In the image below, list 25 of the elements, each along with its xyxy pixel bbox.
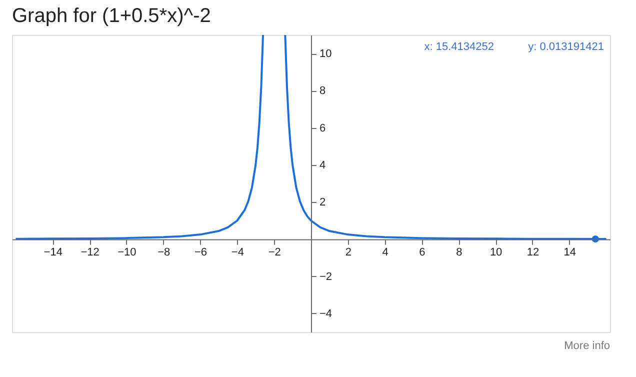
x-tick-label: −14 <box>44 246 62 259</box>
y-tick-label: 2 <box>320 196 326 209</box>
x-tick-label: 4 <box>382 246 388 259</box>
y-tick-label: 8 <box>320 85 326 98</box>
x-tick-label: 8 <box>456 246 462 259</box>
x-tick-label: −12 <box>80 246 100 259</box>
y-tick-label: 10 <box>320 48 332 60</box>
x-tick-label: −4 <box>231 246 244 259</box>
annotation: y: 0.013191421 <box>528 41 604 53</box>
chart-title: Graph for (1+0.5*x)^-2 <box>12 5 211 27</box>
x-tick-label: 14 <box>564 246 576 259</box>
x-tick-label: −2 <box>268 246 281 259</box>
x-tick-label: −8 <box>158 246 170 259</box>
x-tick-label: 2 <box>345 246 352 259</box>
text: More info <box>564 340 610 352</box>
y-tick-label: −4 <box>320 308 332 320</box>
x-tick-label: 6 <box>419 246 426 259</box>
x-tick-label: 10 <box>490 246 502 259</box>
x-tick-label: −6 <box>194 246 208 259</box>
annotation: x: 15.4134252 <box>424 41 494 53</box>
x-tick-label: 12 <box>526 246 540 259</box>
y-tick-label: 4 <box>320 159 326 172</box>
x-tick-label: −10 <box>118 246 136 259</box>
y-tick-label: 6 <box>320 122 326 134</box>
y-tick-label: −2 <box>320 270 332 283</box>
